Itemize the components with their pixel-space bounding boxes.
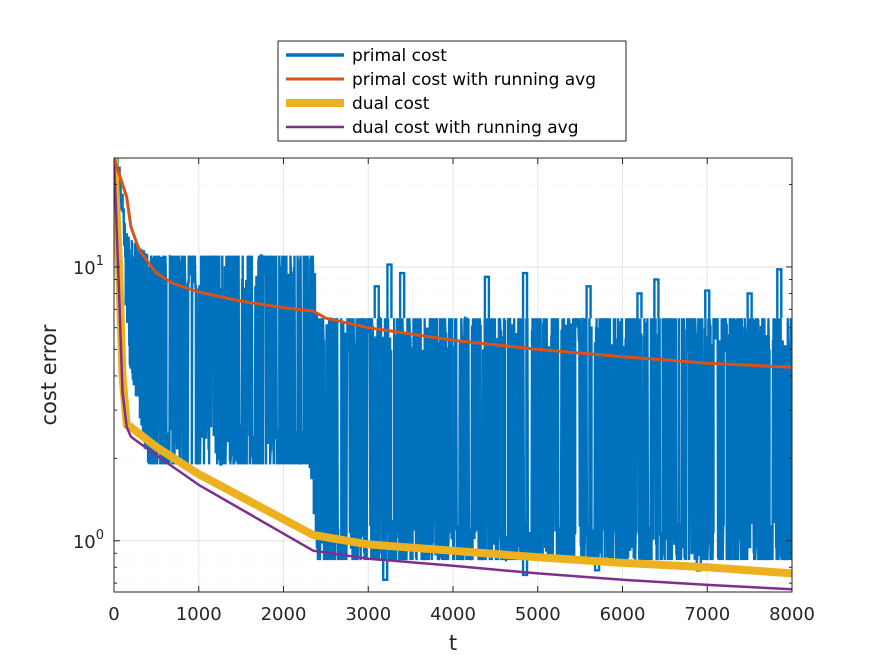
y-tick-label: 100	[73, 528, 104, 553]
primal-cost-spike	[483, 275, 491, 319]
primal-cost-spike	[382, 560, 389, 582]
primal-cost-spike	[704, 289, 711, 319]
primal-cost-spike	[398, 271, 406, 319]
x-tick-label: 5000	[515, 604, 561, 625]
x-tick-label: 3000	[345, 604, 391, 625]
primal-cost-spike	[521, 560, 529, 577]
legend: primal cost primal cost with running avg…	[277, 40, 627, 142]
primal-cost-spike	[636, 292, 643, 319]
x-tick-label: 4000	[430, 604, 476, 625]
primal-cost-spike	[585, 285, 592, 319]
primal-cost-spike	[373, 285, 380, 319]
axis-ticks: 0 1000 2000 3000 4000 5000 6000 7000 8000 100 101	[73, 158, 815, 625]
y-tick-label: 101	[73, 254, 104, 279]
primal-cost-spike	[521, 271, 529, 319]
primal-cost-spike	[776, 268, 783, 319]
y-axis-label: cost error	[37, 324, 61, 425]
primal-cost-spike	[746, 292, 753, 319]
x-tick-label: 7000	[684, 604, 730, 625]
legend-label-dual-cost: dual cost	[352, 94, 430, 114]
legend-box	[277, 40, 627, 142]
series-primal-cost-avg	[114, 158, 792, 369]
x-axis-label: t	[449, 631, 457, 655]
series-dual-cost-avg	[114, 158, 792, 591]
legend-label-primal-cost-avg: primal cost with running avg	[352, 70, 596, 90]
legend-label-primal-cost: primal cost	[352, 46, 447, 66]
primal-cost-spike	[386, 263, 393, 319]
primal-cost-spike	[653, 278, 660, 319]
x-tick-label: 0	[108, 604, 119, 625]
plot-series	[114, 158, 792, 591]
x-tick-label: 6000	[600, 604, 646, 625]
legend-label-dual-cost-avg: dual cost with running avg	[352, 118, 579, 138]
x-tick-label: 2000	[261, 604, 307, 625]
x-tick-label: 1000	[176, 604, 222, 625]
x-tick-label: 8000	[769, 604, 815, 625]
